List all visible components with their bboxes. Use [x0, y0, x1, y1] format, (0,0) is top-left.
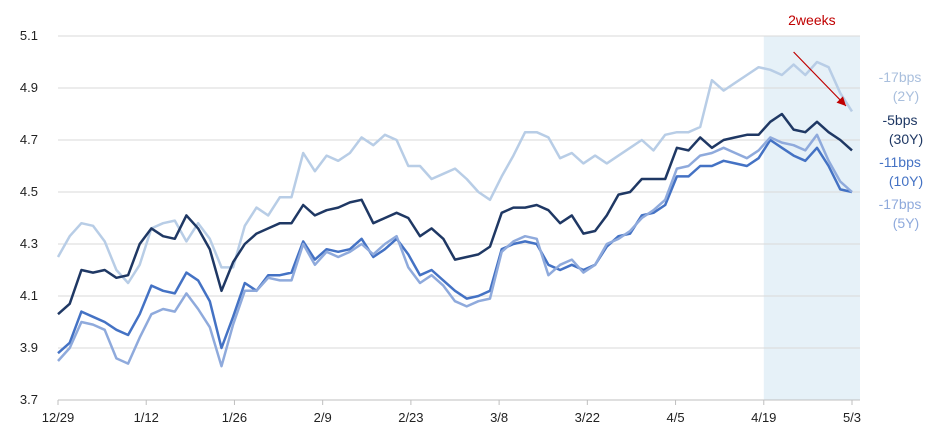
series-line-2y — [56, 60, 854, 285]
x-tick-label: 2/9 — [314, 410, 332, 425]
x-tick-label: 3/8 — [490, 410, 508, 425]
annotation-change-30y: -5bps — [882, 112, 917, 128]
two-weeks-label: 2weeks — [788, 12, 835, 28]
y-axis: 3.7 3.9 4.1 4.3 4.5 4.7 4.9 5.1 — [20, 28, 38, 407]
annotation-tenor-10y: (10Y) — [889, 173, 923, 189]
annotation-tenor-30y: (30Y) — [889, 131, 923, 147]
x-tick-label: 1/26 — [222, 410, 247, 425]
trend-arrowhead — [836, 96, 846, 106]
trend-arrow — [793, 51, 847, 107]
y-tick-label: 5.1 — [20, 28, 38, 43]
y-tick-label: 4.9 — [20, 80, 38, 95]
series-line-10y — [57, 138, 853, 355]
two-week-highlight-band — [763, 36, 860, 400]
x-tick-label: 4/19 — [751, 410, 776, 425]
x-tick-label: 4/5 — [667, 410, 685, 425]
x-tick-label: 1/12 — [134, 410, 159, 425]
x-tick-label: 12/29 — [42, 410, 75, 425]
y-tick-label: 3.7 — [20, 392, 38, 407]
annotation-tenor-5y: (5Y) — [893, 215, 919, 231]
y-tick-label: 4.3 — [20, 236, 38, 251]
y-tick-label: 4.5 — [20, 184, 38, 199]
x-tick-label: 3/22 — [575, 410, 600, 425]
y-tick-label: 3.9 — [20, 340, 38, 355]
series-line-30y — [57, 112, 853, 316]
gridlines — [58, 35, 860, 349]
annotation-change-5y: -17bps — [879, 196, 922, 212]
change-annotations: -17bps (2Y) -5bps (30Y) -11bps (10Y) -17bps (5Y… — [879, 69, 924, 231]
annotation-change-2y: -17bps — [879, 69, 922, 85]
series-line-5y — [57, 133, 853, 368]
annotation-tenor-2y: (2Y) — [893, 88, 919, 104]
x-axis: 12/29 1/12 1/26 2/9 2/23 3/8 3/22 4/5 4/19 5/3 — [42, 399, 861, 425]
series-lines — [56, 60, 854, 368]
y-tick-label: 4.1 — [20, 288, 38, 303]
y-tick-label: 4.7 — [20, 132, 38, 147]
x-tick-label: 2/23 — [398, 410, 423, 425]
annotation-change-10y: -11bps — [879, 154, 921, 170]
x-tick-label: 5/3 — [843, 410, 861, 425]
